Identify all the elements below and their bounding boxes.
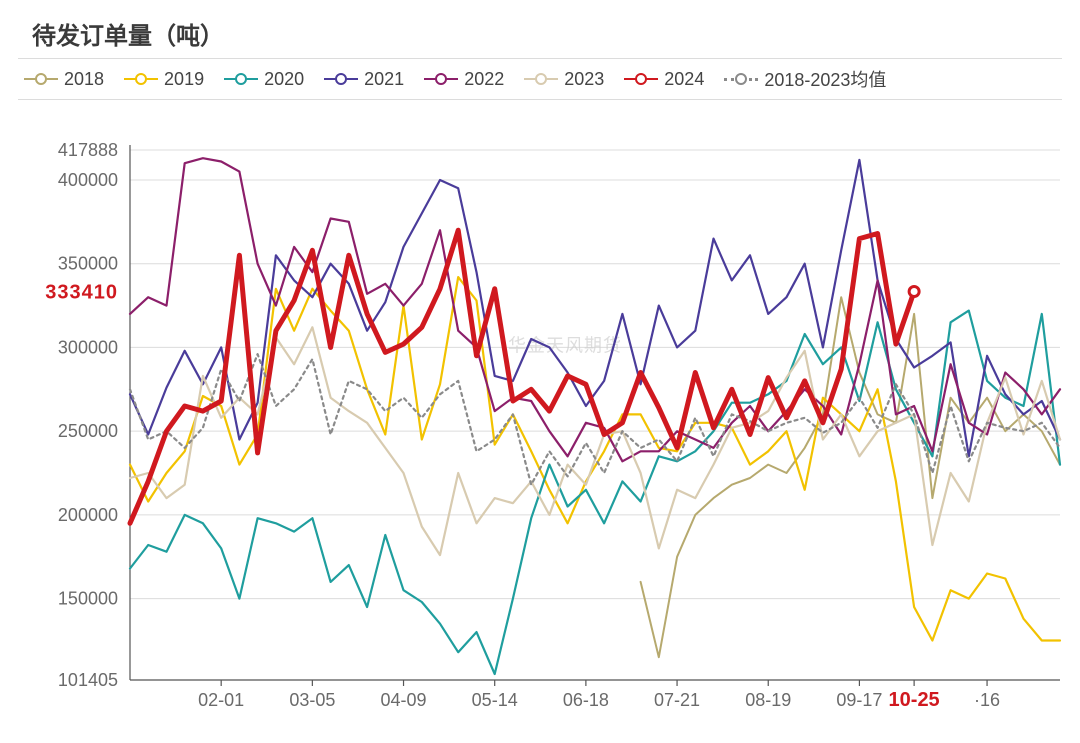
legend-item[interactable]: 2024: [624, 69, 704, 90]
legend-label: 2021: [364, 69, 404, 90]
legend-item[interactable]: 2021: [324, 69, 404, 90]
legend-swatch: [24, 72, 58, 86]
legend-swatch: [724, 72, 758, 86]
series-line: [130, 230, 914, 523]
highlight-y-label: 333410: [45, 281, 118, 303]
legend-item[interactable]: 2019: [124, 69, 204, 90]
legend-label: 2020: [264, 69, 304, 90]
legend-item[interactable]: 2020: [224, 69, 304, 90]
y-axis-tick-label: 300000: [58, 337, 118, 357]
x-axis-tick-label: 07-21: [654, 690, 700, 710]
legend-label: 2022: [464, 69, 504, 90]
series-line: [641, 297, 1060, 657]
legend-item[interactable]: 2022: [424, 69, 504, 90]
legend: 2018 2019 2020 2021 2022 2023 2024 2018-2023均值: [18, 58, 1062, 100]
legend-swatch: [524, 72, 558, 86]
legend-item[interactable]: 2023: [524, 69, 604, 90]
x-axis-tick-label: 09-17: [836, 690, 882, 710]
highlight-x-label: 10-25: [889, 689, 940, 711]
y-axis-tick-label: 250000: [58, 421, 118, 441]
x-axis-tick-label: 08-19: [745, 690, 791, 710]
y-axis-tick-label: 417888: [58, 140, 118, 160]
legend-swatch: [424, 72, 458, 86]
legend-label: 2018: [64, 69, 104, 90]
legend-swatch: [624, 72, 658, 86]
y-axis-tick-label: 200000: [58, 505, 118, 525]
x-axis-tick-label: 03-05: [289, 690, 335, 710]
y-axis-tick-label: 150000: [58, 589, 118, 609]
line-chart-plot: 101405 150000 200000 250000 300000 350000 4000…: [0, 120, 1080, 730]
x-axis-tick-label: 05-14: [472, 690, 518, 710]
x-axis-tick-label: 06-18: [563, 690, 609, 710]
legend-swatch: [124, 72, 158, 86]
legend-swatch: [224, 72, 258, 86]
series-end-marker: [909, 286, 919, 296]
chart-title: 待发订单量（吨）: [32, 16, 224, 51]
legend-label: 2019: [164, 69, 204, 90]
x-axis-tick-label: ·16: [974, 690, 1000, 710]
legend-label: 2018-2023均值: [764, 66, 886, 92]
legend-swatch: [324, 72, 358, 86]
x-axis-tick-label: 04-09: [381, 690, 427, 710]
legend-item[interactable]: 2018-2023均值: [724, 66, 886, 92]
y-axis-tick-label: 101405: [58, 670, 118, 690]
legend-label: 2023: [564, 69, 604, 90]
y-axis-tick-label: 350000: [58, 254, 118, 274]
legend-label: 2024: [664, 69, 704, 90]
chart-container: 待发订单量（吨） 2018201920202021202220232024201…: [0, 0, 1080, 743]
legend-item[interactable]: 2018: [24, 69, 104, 90]
y-axis-tick-label: 400000: [58, 170, 118, 190]
x-axis-tick-label: 02-01: [198, 690, 244, 710]
